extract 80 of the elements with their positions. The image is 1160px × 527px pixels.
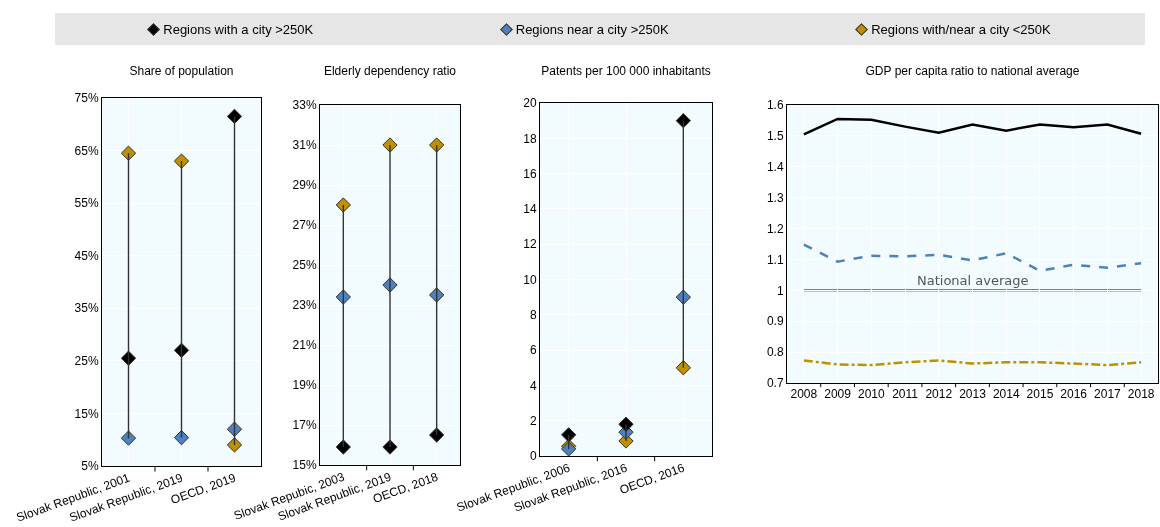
point xyxy=(226,108,243,125)
y-tick-label: 33% xyxy=(292,98,317,113)
x-tick-label: 2010 xyxy=(857,387,885,402)
y-tick-label: 5% xyxy=(81,459,99,474)
point xyxy=(335,439,351,455)
y-tick-label: 75% xyxy=(74,91,99,106)
point xyxy=(173,342,190,358)
chart-title: Elderly dependency ratio xyxy=(323,64,457,79)
y-tick-label: 18 xyxy=(523,131,537,146)
point xyxy=(382,439,398,455)
y-tick-label: 27% xyxy=(292,218,317,233)
x-tick-label: 2018 xyxy=(1127,387,1155,402)
y-tick-label: 1.5 xyxy=(766,129,784,144)
x-tick-label: 2016 xyxy=(1060,387,1088,402)
line-series xyxy=(802,243,1143,273)
point xyxy=(335,197,351,213)
chart-title: GDP per capita ratio to national average xyxy=(865,64,1080,79)
legend-label: Regions near a city >250K xyxy=(515,21,669,37)
y-tick-label: 4 xyxy=(529,378,537,393)
x-tick-label: 2017 xyxy=(1094,387,1122,402)
y-tick-label: 0.9 xyxy=(766,314,784,329)
y-tick-label: 31% xyxy=(292,138,317,153)
chart-title: Patents per 100 000 inhabitants xyxy=(541,64,711,79)
x-tick-label: 2013 xyxy=(959,387,987,402)
y-tick-label: 2 xyxy=(529,413,537,428)
point xyxy=(429,287,445,303)
point xyxy=(173,153,190,169)
point xyxy=(561,427,577,443)
y-tick-label: 1.3 xyxy=(766,190,784,205)
y-tick-label: 29% xyxy=(292,178,317,193)
y-tick-label: 6 xyxy=(529,343,537,358)
y-tick-label: 21% xyxy=(292,338,317,353)
y-tick-label: 1.1 xyxy=(766,252,784,267)
chart-title: Share of population xyxy=(129,64,234,79)
y-tick-label: 15% xyxy=(292,458,317,473)
y-tick-label: 17% xyxy=(292,418,317,433)
y-tick-label: 0 xyxy=(529,449,537,464)
x-tick-label: 2014 xyxy=(992,387,1020,402)
y-tick-label: 12 xyxy=(523,237,537,252)
point xyxy=(120,430,137,446)
x-tick-label: 2009 xyxy=(824,387,852,402)
y-tick-label: 14 xyxy=(523,202,537,217)
y-tick-label: 25% xyxy=(292,258,317,273)
point xyxy=(226,437,243,453)
y-tick-label: 20 xyxy=(523,96,537,111)
y-tick-label: 25% xyxy=(74,354,99,369)
y-tick-label: 65% xyxy=(74,143,99,158)
x-tick-label: 2012 xyxy=(925,387,953,402)
point xyxy=(173,429,190,446)
y-tick-label: 23% xyxy=(292,298,317,313)
point xyxy=(120,350,137,366)
point xyxy=(429,137,445,153)
point xyxy=(382,137,398,153)
y-tick-label: 19% xyxy=(292,378,317,393)
point xyxy=(382,277,398,293)
x-tick-label: 2015 xyxy=(1026,387,1054,402)
legend-label: Regions with/near a city <250K xyxy=(871,21,1051,37)
x-tick-label: 2011 xyxy=(892,387,919,402)
line-series xyxy=(802,117,1143,136)
point xyxy=(675,113,691,129)
y-tick-label: 55% xyxy=(74,196,99,211)
legend-label: Regions with a city >250K xyxy=(163,21,314,37)
y-tick-label: 35% xyxy=(74,301,99,316)
y-tick-label: 1.2 xyxy=(766,221,784,236)
y-tick-label: 16 xyxy=(523,166,537,181)
y-tick-label: 15% xyxy=(74,406,99,421)
point xyxy=(675,360,691,376)
y-tick-label: 1.6 xyxy=(766,98,784,113)
point xyxy=(429,427,445,443)
y-tick-label: 1.4 xyxy=(766,159,784,174)
y-tick-label: 10 xyxy=(523,272,537,287)
y-tick-label: 0.8 xyxy=(766,345,784,360)
point xyxy=(226,421,243,437)
y-tick-label: 0.7 xyxy=(766,376,784,391)
y-tick-label: 1 xyxy=(776,283,784,298)
x-tick-label: 2008 xyxy=(790,387,818,402)
ref-line-label: National average xyxy=(917,273,1029,288)
y-tick-label: 45% xyxy=(74,248,99,263)
point xyxy=(120,145,137,161)
y-tick-label: 8 xyxy=(529,308,537,322)
